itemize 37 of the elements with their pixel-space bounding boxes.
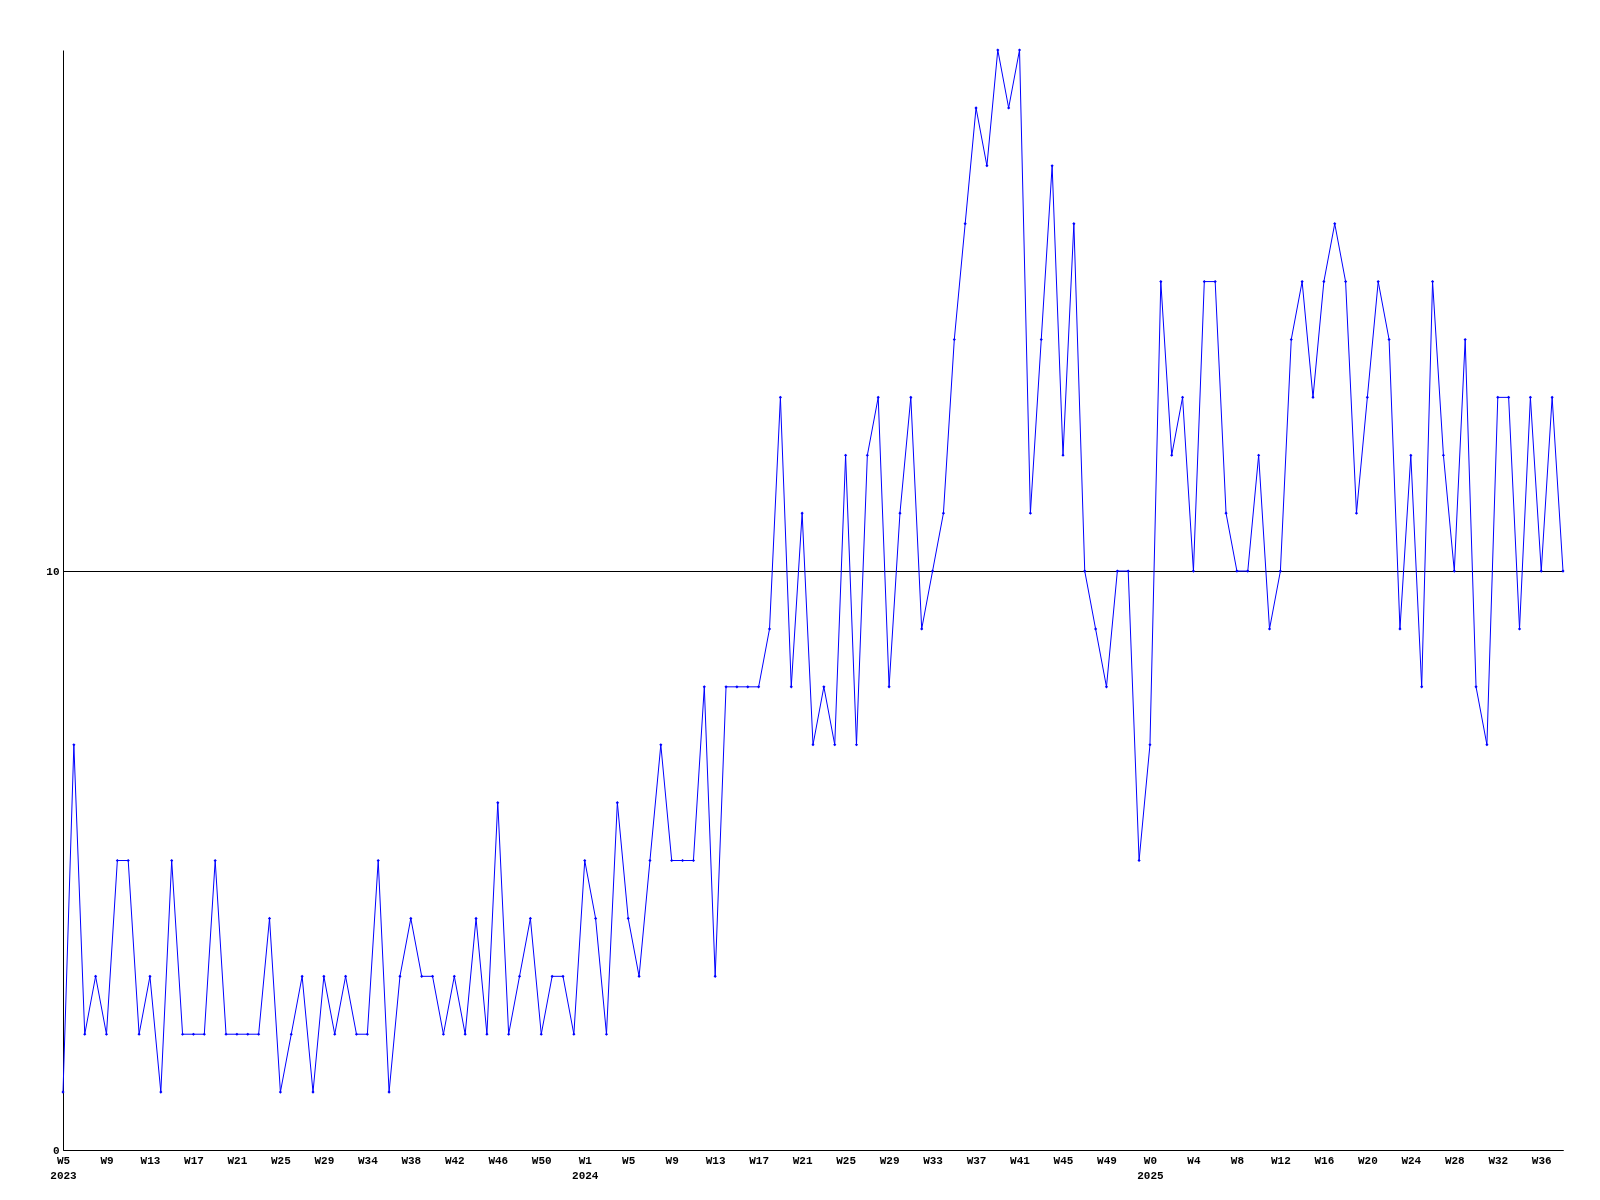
x-tick-label: W33 <box>923 1154 944 1167</box>
x-tick-label: W20 <box>1357 1154 1378 1167</box>
x-tick-label: W16 <box>1314 1154 1335 1167</box>
x-tick-label: W0 2025 <box>1137 1154 1165 1182</box>
x-tick-label: W4 <box>1187 1154 1201 1167</box>
x-tick-label: W28 <box>1444 1154 1466 1167</box>
x-tick-label: W12 <box>1270 1154 1291 1167</box>
x-tick-label: W34 <box>357 1154 379 1167</box>
x-tick-label: W13 <box>705 1154 726 1167</box>
x-tick-label: W21 <box>227 1154 248 1167</box>
x-tick-label: W49 <box>1097 1154 1117 1167</box>
x-tick-label: W46 <box>488 1154 509 1167</box>
x-tick-label: W45 <box>1053 1154 1074 1167</box>
x-tick-label: W24 <box>1401 1154 1422 1167</box>
x-tick-label: W37 <box>966 1154 987 1167</box>
x-tick-label: W9 <box>665 1154 679 1167</box>
x-tick-label: W17 <box>749 1154 770 1167</box>
x-tick-label: W38 <box>401 1154 422 1167</box>
x-tick-label: W5 <box>622 1154 636 1167</box>
x-tick-label: W9 <box>100 1154 114 1167</box>
x-tick-label: W32 <box>1488 1154 1509 1167</box>
y-tick-label: 0 <box>52 1144 60 1157</box>
x-tick-label: W21 <box>792 1154 813 1167</box>
x-tick-label: W42 <box>444 1154 465 1167</box>
x-tick-label: W29 <box>314 1154 335 1167</box>
y-tick-label: 10 <box>46 565 60 578</box>
x-tick-label: W25 <box>270 1154 292 1167</box>
x-tick-label: W36 <box>1531 1154 1552 1167</box>
x-tick-label: W29 <box>879 1154 900 1167</box>
x-tick-label: W41 <box>1010 1154 1031 1167</box>
x-tick-label: W5 2023 <box>50 1154 78 1182</box>
x-tick-label: W25 <box>836 1154 857 1167</box>
x-tick-label: W8 <box>1230 1154 1245 1167</box>
x-tick-label: W17 <box>184 1154 204 1167</box>
x-tick-label: W1 2024 <box>572 1154 599 1182</box>
x-tick-label: W50 <box>531 1154 552 1167</box>
x-tick-label: W13 <box>140 1154 161 1167</box>
